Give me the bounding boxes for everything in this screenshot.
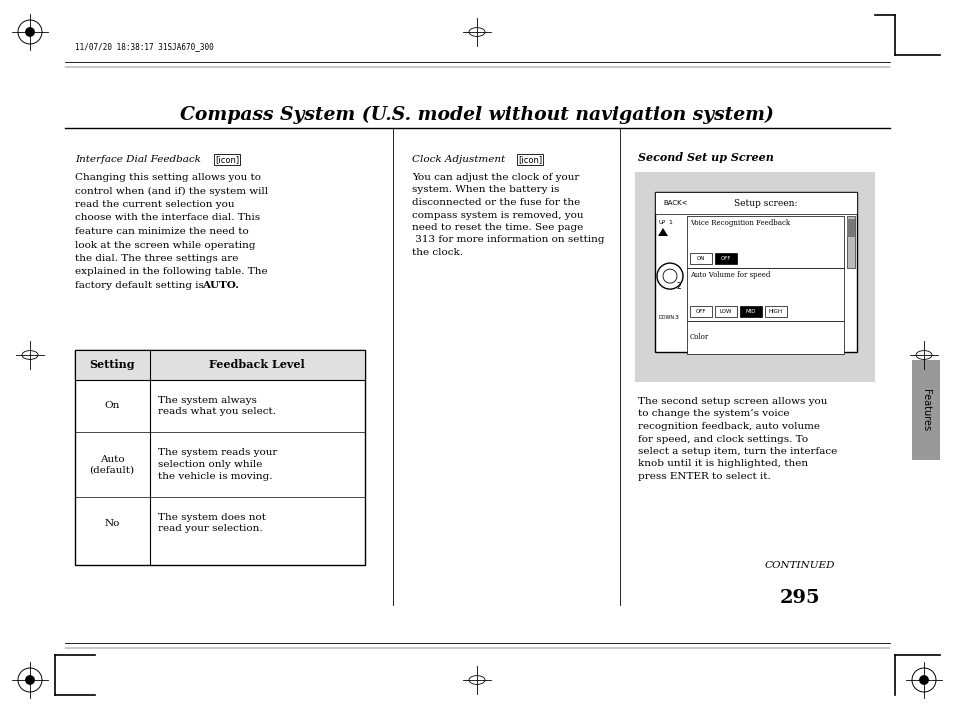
Circle shape xyxy=(919,676,927,684)
Text: HIGH: HIGH xyxy=(768,309,782,314)
Bar xyxy=(75,350,365,565)
Text: The system always
reads what you select.: The system always reads what you select. xyxy=(158,395,275,416)
Bar xyxy=(686,216,843,268)
Text: 1: 1 xyxy=(667,220,671,225)
Circle shape xyxy=(26,28,34,36)
Text: The second setup screen allows you
to change the system’s voice
recognition feed: The second setup screen allows you to ch… xyxy=(638,397,837,481)
Text: Changing this setting allows you to: Changing this setting allows you to xyxy=(75,173,261,182)
Text: 3: 3 xyxy=(675,315,679,320)
Text: Interface Dial Feedback: Interface Dial Feedback xyxy=(75,155,201,164)
Bar xyxy=(655,192,856,352)
Text: On: On xyxy=(104,401,119,410)
Bar xyxy=(740,306,761,317)
Text: Setting: Setting xyxy=(89,359,134,371)
Text: 2: 2 xyxy=(676,282,680,291)
Text: look at the screen while operating: look at the screen while operating xyxy=(75,241,255,249)
Text: Second Set up Screen: Second Set up Screen xyxy=(638,152,773,163)
Bar xyxy=(689,306,711,317)
Text: The system reads your
selection only while
the vehicle is moving.: The system reads your selection only whi… xyxy=(158,448,277,481)
Text: MID: MID xyxy=(745,309,756,314)
Text: The system does not
read your selection.: The system does not read your selection. xyxy=(158,513,266,533)
Text: Auto Volume for speed: Auto Volume for speed xyxy=(689,271,770,280)
Text: CONTINUED: CONTINUED xyxy=(764,560,835,569)
Polygon shape xyxy=(658,228,667,236)
Text: UP: UP xyxy=(659,220,665,225)
Text: feature can minimize the need to: feature can minimize the need to xyxy=(75,227,249,236)
Text: read the current selection you: read the current selection you xyxy=(75,200,234,209)
Text: [icon]: [icon] xyxy=(214,155,239,164)
Bar xyxy=(75,350,365,380)
Text: choose with the interface dial. This: choose with the interface dial. This xyxy=(75,214,260,222)
Text: LOW: LOW xyxy=(719,309,732,314)
Bar xyxy=(635,172,874,382)
Text: [icon]: [icon] xyxy=(517,155,541,164)
Bar xyxy=(846,219,854,237)
Text: Auto
(default): Auto (default) xyxy=(90,455,134,474)
Text: AUTO.: AUTO. xyxy=(202,281,239,290)
Text: OFF: OFF xyxy=(695,309,705,314)
Bar xyxy=(689,253,711,264)
Text: Compass System (U.S. model without navigation system): Compass System (U.S. model without navig… xyxy=(180,106,773,124)
Bar xyxy=(846,216,854,268)
Text: the dial. The three settings are: the dial. The three settings are xyxy=(75,254,238,263)
Bar xyxy=(714,306,737,317)
Text: OFF: OFF xyxy=(720,256,731,261)
Bar xyxy=(686,268,843,321)
Bar xyxy=(686,321,843,354)
Text: DOWN: DOWN xyxy=(659,315,675,320)
Text: Features: Features xyxy=(920,389,930,431)
Text: Feedback Level: Feedback Level xyxy=(209,359,305,371)
Text: You can adjust the clock of your
system. When the battery is
disconnected or the: You can adjust the clock of your system.… xyxy=(412,173,604,257)
Text: BACK<: BACK< xyxy=(662,200,687,206)
Bar xyxy=(714,253,737,264)
Text: factory default setting is: factory default setting is xyxy=(75,281,207,290)
Text: No: No xyxy=(104,518,119,528)
Bar xyxy=(764,306,786,317)
Bar xyxy=(655,192,856,214)
Text: Voice Recognition Feedback: Voice Recognition Feedback xyxy=(689,219,789,227)
Text: Setup screen:: Setup screen: xyxy=(734,199,797,207)
Text: Color: Color xyxy=(689,334,708,342)
Circle shape xyxy=(26,676,34,684)
Text: 11/07/20 18:38:17 31SJA670_300: 11/07/20 18:38:17 31SJA670_300 xyxy=(75,43,213,52)
Text: ON: ON xyxy=(696,256,704,261)
Text: 295: 295 xyxy=(779,589,820,607)
Text: Clock Adjustment: Clock Adjustment xyxy=(412,155,504,164)
Text: control when (and if) the system will: control when (and if) the system will xyxy=(75,187,268,196)
Bar xyxy=(911,360,939,460)
Text: explained in the following table. The: explained in the following table. The xyxy=(75,268,268,276)
